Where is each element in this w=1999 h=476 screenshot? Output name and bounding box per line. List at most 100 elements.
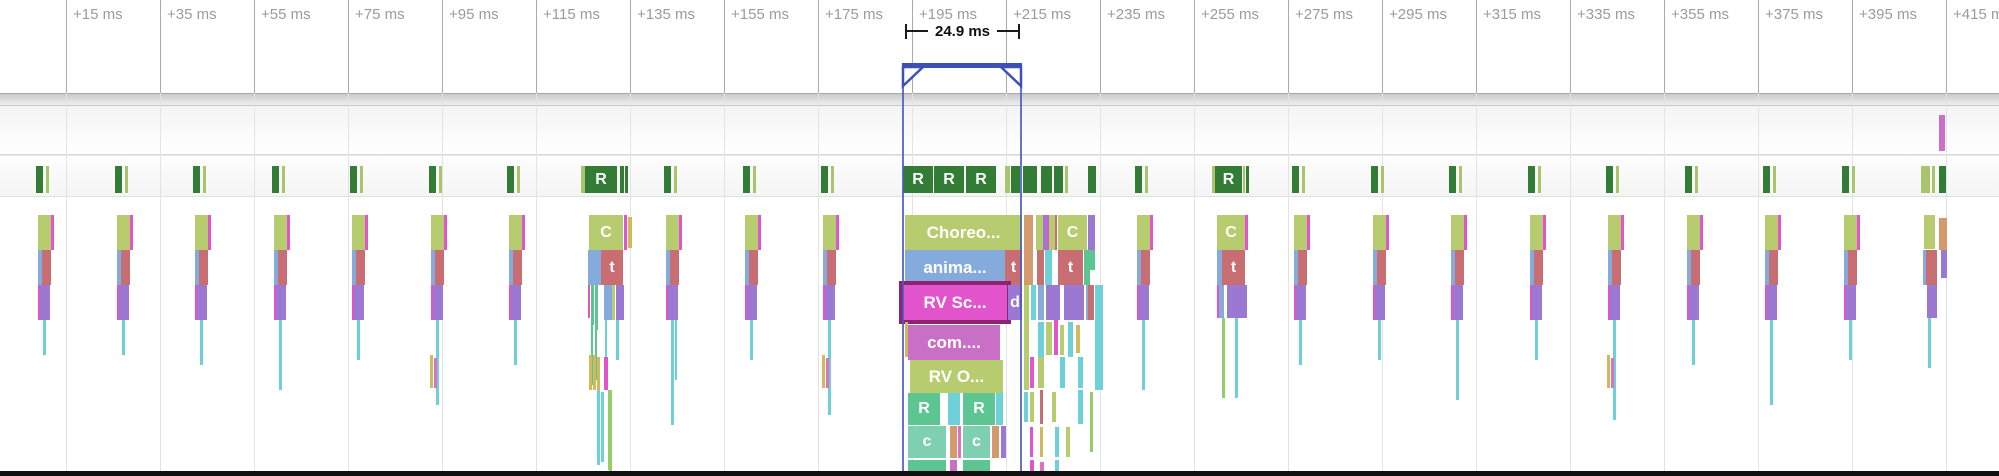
flame-bar[interactable]	[1451, 215, 1464, 250]
flame-bar[interactable]	[668, 285, 678, 320]
flame-bar[interactable]	[1055, 215, 1057, 250]
frame-marker[interactable]	[1381, 166, 1384, 193]
flame-bar[interactable]	[670, 250, 679, 285]
flame-bar[interactable]	[1543, 215, 1546, 250]
frame-marker[interactable]	[581, 166, 585, 193]
flame-bar[interactable]	[591, 325, 593, 385]
flame-bar[interactable]	[1765, 215, 1778, 250]
flame-bar[interactable]	[1941, 250, 1947, 278]
flame-descender[interactable]	[200, 320, 203, 365]
flame-bar[interactable]	[511, 285, 521, 320]
frame-marker[interactable]	[1606, 166, 1613, 193]
frame-marker[interactable]	[620, 166, 624, 193]
flame-bar[interactable]	[509, 250, 513, 285]
flame-bar[interactable]	[38, 250, 42, 285]
frame-marker[interactable]	[821, 166, 828, 193]
flame-bar[interactable]	[431, 215, 444, 250]
flame-bar[interactable]	[826, 358, 829, 388]
frame-marker-r[interactable]: R	[1215, 166, 1242, 193]
flame-bar[interactable]	[1373, 285, 1375, 320]
flame-bar[interactable]	[1687, 250, 1691, 285]
flame-bar[interactable]	[509, 215, 522, 250]
flame-descender[interactable]	[122, 320, 125, 355]
flame-bar[interactable]	[588, 250, 601, 285]
flame-bar[interactable]	[1294, 285, 1296, 320]
flame-bar[interactable]	[1031, 285, 1036, 320]
flame-bar[interactable]	[1030, 427, 1033, 457]
flame-bar[interactable]	[1294, 250, 1298, 285]
flame-bar[interactable]	[1769, 250, 1778, 285]
flame-bar[interactable]	[1924, 215, 1935, 249]
flame-bar[interactable]	[195, 250, 199, 285]
frame-marker[interactable]	[1054, 166, 1063, 193]
flame-bar[interactable]	[1610, 285, 1620, 320]
flame-bar[interactable]	[1245, 215, 1248, 250]
flame-bar[interactable]	[1687, 285, 1689, 320]
flame-bar[interactable]	[433, 285, 443, 320]
frame-marker[interactable]	[360, 166, 363, 193]
flame-bar[interactable]	[1375, 285, 1385, 320]
frame-marker[interactable]	[1041, 166, 1052, 193]
flame-bar[interactable]	[121, 250, 130, 285]
flame-bar[interactable]	[1700, 215, 1703, 250]
frame-marker[interactable]	[1371, 166, 1378, 193]
flame-bar[interactable]	[745, 215, 758, 250]
frame-marker[interactable]	[1135, 166, 1142, 193]
flame-bar[interactable]	[616, 320, 619, 360]
flame-bar[interactable]	[1227, 285, 1247, 318]
flame-bar[interactable]	[908, 460, 946, 472]
flame-bar[interactable]	[1530, 215, 1543, 250]
flame-bar[interactable]	[1040, 390, 1043, 424]
frame-marker[interactable]	[203, 166, 206, 193]
frame-marker[interactable]	[1088, 166, 1096, 193]
flame-bar[interactable]	[1030, 392, 1034, 422]
flame-bar[interactable]	[595, 330, 597, 380]
flame-descender[interactable]	[514, 320, 517, 365]
interactions-lane[interactable]	[0, 106, 1999, 155]
interaction-marker[interactable]	[1939, 115, 1945, 151]
flame-descender[interactable]	[828, 320, 831, 415]
flame-bar[interactable]	[1373, 250, 1377, 285]
flame-bar[interactable]	[1765, 285, 1767, 320]
frame-marker[interactable]	[1538, 166, 1541, 193]
frame-marker[interactable]	[1932, 166, 1935, 193]
flame-bar[interactable]	[1455, 250, 1464, 285]
flame-bar[interactable]	[434, 358, 437, 388]
flame-bar[interactable]	[1054, 320, 1058, 355]
flame-bar[interactable]	[604, 285, 612, 320]
selection-right-handle[interactable]	[997, 65, 1023, 89]
flame-bar[interactable]	[117, 215, 130, 250]
flame-bar[interactable]	[1307, 215, 1310, 250]
flame-bar[interactable]	[608, 390, 612, 470]
flame-bar[interactable]	[1767, 285, 1777, 320]
frame-marker[interactable]	[193, 166, 200, 193]
flame-bar[interactable]	[1923, 250, 1926, 285]
flame-bar[interactable]	[905, 322, 908, 357]
flame-bar[interactable]	[1090, 392, 1093, 452]
flame-descender[interactable]	[436, 320, 439, 405]
flame-bar[interactable]	[605, 320, 607, 365]
frame-marker-r[interactable]: R	[585, 166, 617, 193]
flame-descender[interactable]	[1456, 320, 1459, 400]
frame-marker-r[interactable]: R	[966, 166, 996, 193]
flame-bar[interactable]	[1137, 285, 1139, 320]
flame-bar[interactable]	[1024, 285, 1029, 320]
flame-bar[interactable]	[604, 357, 608, 390]
flame-bar[interactable]	[601, 392, 604, 462]
flame-bar[interactable]	[1088, 215, 1095, 250]
frame-marker[interactable]	[1852, 166, 1855, 193]
flame-bar-rv o[interactable]: RV O...	[910, 360, 1003, 393]
flame-bar[interactable]	[1296, 285, 1306, 320]
frame-marker[interactable]	[664, 166, 671, 193]
flame-bar[interactable]	[274, 250, 278, 285]
flame-bar[interactable]	[51, 215, 54, 250]
flame-bar-t[interactable]: t	[1058, 250, 1083, 285]
flame-bar[interactable]	[1024, 392, 1028, 422]
flame-bar-c[interactable]: c	[908, 426, 946, 458]
flame-bar[interactable]	[609, 455, 612, 472]
flame-bar-choreo[interactable]: Choreo...	[905, 215, 1022, 250]
flame-bar[interactable]	[1608, 285, 1610, 320]
flame-bar[interactable]	[1608, 250, 1612, 285]
flame-bar[interactable]	[40, 285, 50, 320]
flame-bar[interactable]	[666, 215, 679, 250]
